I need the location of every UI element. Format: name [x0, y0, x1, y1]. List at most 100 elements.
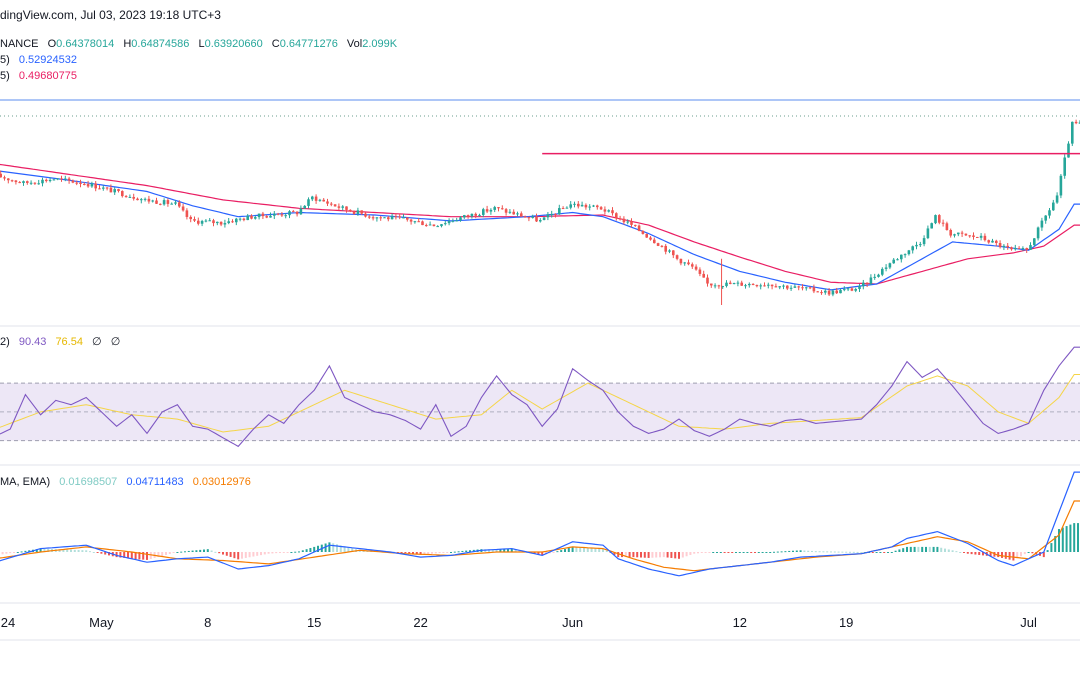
macd-hist-bar — [510, 548, 513, 552]
candle-body — [368, 216, 371, 218]
macd-hist-bar — [807, 550, 810, 552]
macd-hist-bar — [708, 552, 711, 553]
candle-body — [976, 236, 979, 238]
macd-hist-bar — [81, 550, 84, 552]
macd-hist-bar — [712, 552, 715, 553]
candle-body — [542, 217, 546, 221]
candle-body — [991, 240, 994, 243]
candle-body — [645, 233, 648, 238]
candle-body — [721, 286, 724, 288]
macd-hist-bar — [940, 547, 943, 552]
candle-body — [1006, 245, 1009, 248]
macd-hist-bar — [643, 552, 646, 558]
candle-body — [865, 282, 869, 284]
candle-body — [957, 232, 960, 235]
candle-body — [846, 288, 850, 290]
candle-body — [98, 188, 101, 190]
candle-body — [596, 205, 599, 208]
macd-hist-bar — [412, 552, 414, 554]
macd-hist-bar — [989, 552, 992, 557]
rsi-legend: 2) 90.43 76.54 ∅ ∅ — [0, 336, 120, 348]
candle-body — [1014, 248, 1017, 250]
macd-hist-bar — [1023, 552, 1026, 555]
macd-hist-bar — [556, 551, 559, 553]
candle-body — [683, 262, 686, 264]
macd-hist-bar — [765, 552, 768, 553]
macd-hist-bar — [317, 545, 319, 552]
macd-hist-bar — [883, 552, 886, 553]
candle-body — [558, 208, 561, 215]
candle-body — [204, 220, 208, 222]
x-axis[interactable]: 24 May 8 15 22 Jun 12 19 Jul — [1, 615, 1037, 630]
candle-body — [223, 223, 227, 225]
ma-slow-line — [0, 163, 1080, 285]
macd-hist-bar — [594, 548, 597, 552]
candle-body — [546, 214, 550, 218]
macd-hist-bar — [1031, 552, 1034, 554]
candle-body — [751, 283, 755, 285]
open-label: O — [48, 38, 57, 50]
candle-body — [588, 206, 591, 208]
candle-body — [26, 181, 29, 183]
x-axis-label: 19 — [839, 615, 853, 630]
rsi-value: 90.43 — [19, 336, 47, 348]
macd-hist-bar — [830, 551, 832, 553]
candle-body — [269, 215, 272, 218]
macd-hist-bar — [1050, 543, 1053, 552]
macd-hist-bar — [693, 552, 696, 554]
macd-hist-bar — [1077, 523, 1079, 552]
macd-hist-bar — [233, 552, 236, 559]
candle-body — [858, 286, 861, 290]
rsi-line-group — [0, 346, 1080, 448]
macd-hist-bar — [419, 552, 422, 555]
candle-body — [903, 254, 907, 256]
candle-body — [33, 182, 37, 184]
x-axis-label: Jun — [562, 615, 583, 630]
candle-body — [713, 285, 717, 287]
candle-body — [900, 254, 903, 260]
macd-hist-bar — [415, 552, 418, 555]
macd-hist-bar — [719, 552, 722, 553]
candle-body — [664, 245, 667, 252]
macd-hist-bar — [837, 551, 840, 553]
candle-body — [843, 289, 846, 291]
candle-body — [121, 191, 124, 197]
macd-value: 0.04711483 — [126, 476, 183, 488]
candle-body — [523, 216, 527, 218]
macd-hist-bar — [127, 552, 129, 559]
candle-body — [136, 198, 139, 201]
macd-hist-bar — [1065, 526, 1068, 552]
macd-hist-bar — [852, 551, 855, 553]
candle-body — [892, 259, 895, 264]
macd-hist-bar — [792, 550, 794, 552]
candle-body — [440, 224, 443, 227]
macd-hist-bar — [343, 546, 346, 552]
candle-body — [436, 226, 439, 228]
candle-body — [151, 200, 154, 202]
candle-body — [1033, 238, 1036, 246]
macd-legend: MA, EMA) 0.01698507 0.04711483 0.0301297… — [0, 476, 251, 488]
candle-body — [793, 286, 797, 288]
macd-hist-bar — [187, 550, 190, 552]
macd-hist-bar — [902, 548, 905, 552]
candle-body — [22, 181, 25, 184]
candle-body — [394, 216, 398, 218]
macd-hist-bar — [123, 552, 126, 558]
rsi-line — [0, 346, 1080, 448]
macd-hist-bar — [1061, 527, 1064, 552]
macd-hist-bar — [624, 552, 627, 558]
candle-body — [554, 214, 557, 216]
macd-hist-bar — [446, 552, 449, 553]
candle-body — [406, 217, 409, 220]
open-value: 0.64378014 — [56, 38, 114, 50]
macd-hist-bar — [1073, 523, 1076, 552]
candle-body — [1036, 227, 1040, 239]
macd-hist-bar — [431, 552, 433, 554]
candle-body — [64, 178, 67, 180]
macd-hist-bar — [100, 552, 103, 554]
candle-body — [1063, 157, 1066, 176]
candle-body — [668, 250, 671, 252]
macd-hist-bar — [651, 552, 654, 558]
candle-body — [341, 206, 344, 208]
